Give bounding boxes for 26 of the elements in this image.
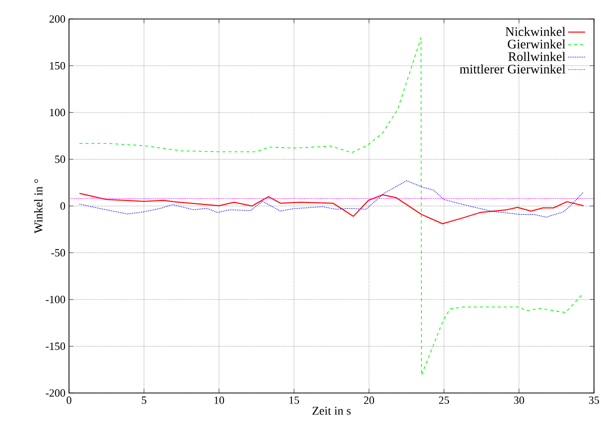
- x-tick-label: 15: [289, 396, 300, 404]
- x-tick-label: 20: [364, 396, 374, 404]
- legend-label: mittlerer Gierwinkel: [460, 64, 566, 74]
- x-tick-label: 0: [66, 396, 72, 404]
- y-tick-label: 50: [55, 156, 66, 163]
- y-tick-label: -150: [46, 342, 66, 350]
- y-tick-label: 0: [60, 202, 66, 210]
- legend-label: Gierwinkel: [508, 39, 566, 49]
- x-axis-title: Zeit in s: [312, 406, 351, 415]
- y-tick-label: 150: [50, 62, 66, 70]
- y-tick-label: -100: [46, 296, 66, 304]
- line-series: [79, 37, 584, 376]
- line-series: [79, 180, 584, 218]
- line-series: [79, 192, 584, 224]
- x-tick-label: 30: [514, 396, 524, 404]
- y-tick-label: 200: [50, 15, 66, 23]
- legend-label: Nickwinkel: [506, 26, 566, 36]
- x-tick-label: 5: [142, 396, 146, 404]
- x-tick-label: 10: [214, 396, 224, 404]
- y-tick-label: -50: [51, 249, 66, 256]
- legend-label: Rollwinkel: [508, 52, 566, 61]
- y-tick-label: -200: [46, 389, 66, 397]
- x-tick-label: 35: [589, 396, 600, 404]
- y-axis-title: Winkel in °: [34, 179, 43, 234]
- y-tick-label: 100: [50, 108, 66, 116]
- x-tick-label: 25: [439, 396, 450, 404]
